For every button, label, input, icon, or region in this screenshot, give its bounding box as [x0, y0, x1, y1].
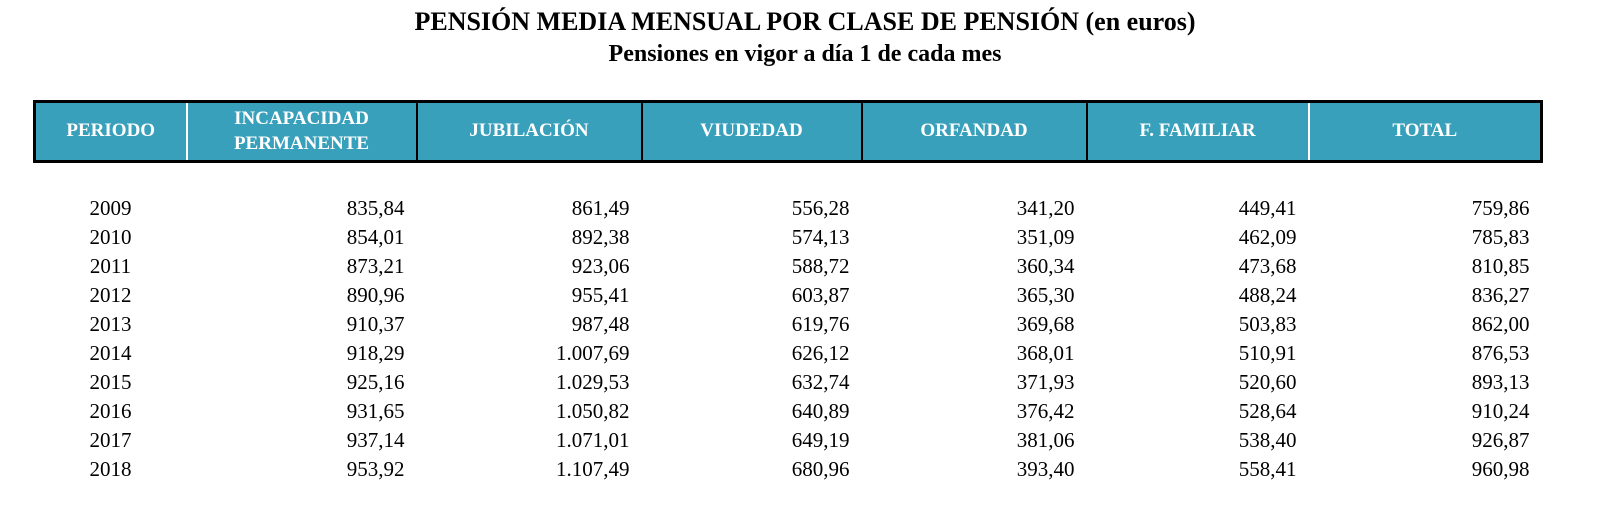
value-cell: 1.071,01: [556, 428, 630, 452]
value-cell: 473,68: [1238, 254, 1297, 278]
period-cell: 2009: [89, 196, 132, 220]
period-cell: 2018: [89, 457, 132, 481]
value-cell: 488,24: [1238, 283, 1297, 307]
value-cell: 351,09: [1016, 225, 1075, 249]
value-cell: 538,40: [1238, 428, 1297, 452]
period-cell: 2010: [89, 225, 132, 249]
value-cell: 558,41: [1238, 457, 1297, 481]
value-cell: 603,87: [791, 283, 850, 307]
value-cell: 556,28: [791, 196, 850, 220]
table-row: 2014 918,29 1.007,69 626,12 368,01 510,91 876,…: [35, 339, 1542, 368]
value-cell: 918,29: [346, 341, 405, 365]
value-cell: 632,74: [791, 370, 850, 394]
table-row: 2010 854,01 892,38 574,13 351,09 462,09 785,83: [35, 223, 1542, 252]
value-cell: 510,91: [1238, 341, 1297, 365]
value-cell: 960,98: [1471, 457, 1530, 481]
table-row: 2017 937,14 1.071,01 649,19 381,06 538,40 926,…: [35, 426, 1542, 455]
table-row: 2013 910,37 987,48 619,76 369,68 503,83 862,00: [35, 310, 1542, 339]
period-cell: 2011: [89, 254, 132, 278]
value-cell: 892,38: [571, 225, 630, 249]
value-cell: 520,60: [1238, 370, 1297, 394]
value-cell: 393,40: [1016, 457, 1075, 481]
value-cell: 931,65: [346, 399, 405, 423]
value-cell: 369,68: [1016, 312, 1075, 336]
value-cell: 953,92: [346, 457, 405, 481]
value-cell: 836,27: [1471, 283, 1530, 307]
value-cell: 449,41: [1238, 196, 1297, 220]
value-cell: 926,87: [1471, 428, 1530, 452]
value-cell: 987,48: [571, 312, 630, 336]
value-cell: 368,01: [1016, 341, 1075, 365]
column-header-total: TOTAL: [1308, 100, 1543, 163]
value-cell: 854,01: [346, 225, 405, 249]
value-cell: 955,41: [571, 283, 630, 307]
value-cell: 862,00: [1471, 312, 1530, 336]
value-cell: 376,42: [1016, 399, 1075, 423]
value-cell: 759,86: [1471, 196, 1530, 220]
column-header-f-familiar: F. FAMILIAR: [1086, 100, 1310, 163]
value-cell: 365,30: [1016, 283, 1075, 307]
header-body-gap: [35, 162, 1542, 195]
value-cell: 341,20: [1016, 196, 1075, 220]
value-cell: 680,96: [791, 457, 850, 481]
period-cell: 2016: [89, 399, 132, 423]
page-subtitle: Pensiones en vigor a día 1 de cada mes: [608, 41, 1002, 67]
value-cell: 528,64: [1238, 399, 1297, 423]
column-header-orfandad: ORFANDAD: [861, 100, 1088, 163]
table-header: PERIODO INCAPACIDAD PERMANENTE JUBILACIÓ…: [33, 100, 1543, 163]
table-row: 2016 931,65 1.050,82 640,89 376,42 528,64 910,…: [35, 397, 1542, 426]
column-header-viudedad: VIUDEDAD: [641, 100, 863, 163]
value-cell: 810,85: [1471, 254, 1530, 278]
table-row: 2011 873,21 923,06 588,72 360,34 473,68 810,85: [35, 252, 1542, 281]
value-cell: 873,21: [346, 254, 405, 278]
period-cell: 2013: [89, 312, 132, 336]
period-cell: 2017: [89, 428, 132, 452]
period-cell: 2012: [89, 283, 132, 307]
table-body: 2009 835,84 861,49 556,28 341,20 449,41 759,86…: [35, 162, 1542, 485]
value-cell: 1.050,82: [556, 399, 630, 423]
table-row: 2018 953,92 1.107,49 680,96 393,40 558,41 960,…: [35, 455, 1542, 484]
value-cell: 925,16: [346, 370, 405, 394]
column-header-incapacidad-permanente: INCAPACIDAD PERMANENTE: [186, 100, 418, 163]
value-cell: 785,83: [1471, 225, 1530, 249]
value-cell: 937,14: [346, 428, 405, 452]
value-cell: 503,83: [1238, 312, 1297, 336]
value-cell: 861,49: [571, 196, 630, 220]
value-cell: 1.107,49: [556, 457, 630, 481]
value-cell: 835,84: [346, 196, 405, 220]
pension-table: PERIODO INCAPACIDAD PERMANENTE JUBILACIÓ…: [33, 100, 1543, 484]
period-cell: 2015: [89, 370, 132, 394]
table-row: 2009 835,84 861,49 556,28 341,20 449,41 759,86: [35, 194, 1542, 223]
table-row: 2012 890,96 955,41 603,87 365,30 488,24 836,27: [35, 281, 1542, 310]
value-cell: 876,53: [1471, 341, 1530, 365]
value-cell: 619,76: [791, 312, 850, 336]
value-cell: 649,19: [791, 428, 850, 452]
column-header-periodo: PERIODO: [33, 100, 188, 163]
value-cell: 381,06: [1016, 428, 1075, 452]
value-cell: 1.007,69: [556, 341, 630, 365]
column-header-jubilacion: JUBILACIÓN: [416, 100, 643, 163]
page-title: PENSIÓN MEDIA MENSUAL POR CLASE DE PENSI…: [414, 7, 1196, 36]
value-cell: 462,09: [1238, 225, 1297, 249]
value-cell: 626,12: [791, 341, 850, 365]
table-row: 2015 925,16 1.029,53 632,74 371,93 520,60 893,…: [35, 368, 1542, 397]
value-cell: 360,34: [1016, 254, 1075, 278]
value-cell: 371,93: [1016, 370, 1075, 394]
value-cell: 1.029,53: [556, 370, 630, 394]
value-cell: 574,13: [791, 225, 850, 249]
period-cell: 2014: [89, 341, 132, 365]
value-cell: 890,96: [346, 283, 405, 307]
value-cell: 893,13: [1471, 370, 1530, 394]
header-row: PERIODO INCAPACIDAD PERMANENTE JUBILACIÓ…: [33, 100, 1543, 163]
value-cell: 910,24: [1471, 399, 1530, 423]
value-cell: 923,06: [571, 254, 630, 278]
value-cell: 910,37: [346, 312, 405, 336]
value-cell: 588,72: [791, 254, 850, 278]
value-cell: 640,89: [791, 399, 850, 423]
